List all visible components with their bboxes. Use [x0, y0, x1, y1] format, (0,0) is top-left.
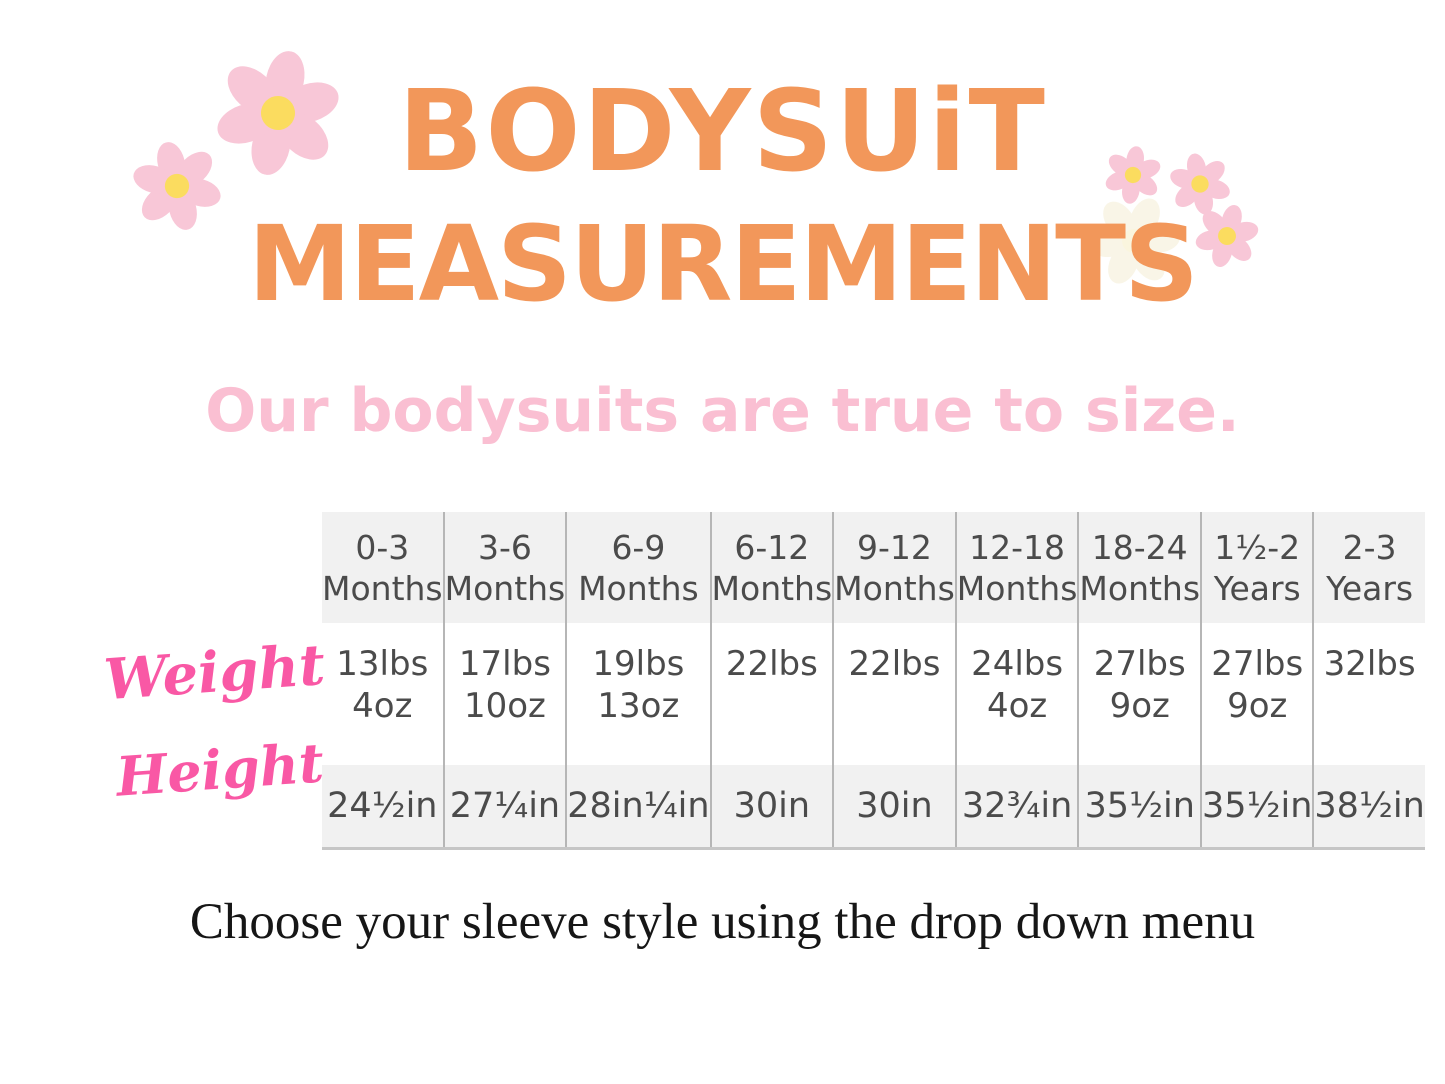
size-cell-weight: 13lbs 4oz: [336, 644, 429, 726]
size-cell-weight: 32lbs: [1312, 623, 1425, 765]
size-col-header: 18-24 Months: [1077, 512, 1202, 623]
size-col-header: 2-3 Years: [1312, 512, 1425, 623]
pink-daisy-flower-icon: [1105, 146, 1161, 204]
size-cell-height: 28in¼in: [565, 765, 711, 849]
subtitle: Our bodysuits are true to size.: [205, 376, 1240, 446]
size-col-header: 12-18 Months: [954, 512, 1079, 623]
size-cell-weight: 27lbs 9oz: [1077, 623, 1202, 765]
size-col-header: 3-6 Months: [442, 512, 567, 623]
size-cell-height: 24½in: [322, 765, 444, 849]
size-col-header: 6-12 Months: [709, 512, 834, 623]
page-title-line2: MEASUREMENTS: [248, 203, 1199, 325]
size-table: 0-3 Months 3-6 Months 6-9 Months 6-12 Month…: [322, 512, 1425, 850]
size-cell-height: 35½in: [1200, 765, 1314, 849]
size-cell-weight: 22lbs: [832, 623, 956, 765]
size-cell-height: 38½in: [1312, 765, 1425, 849]
weight-row-label: Weight: [101, 631, 327, 714]
size-cell-height: 27¼in: [442, 765, 567, 849]
size-cell-weight: 17lbs 10oz: [442, 623, 567, 765]
pink-daisy-flower-icon: [1195, 204, 1259, 268]
size-cell-height: 30in: [709, 765, 834, 849]
footer-note: Choose your sleeve style using the drop …: [189, 894, 1256, 950]
size-col-header: 9-12 Months: [832, 512, 956, 623]
size-col-header: 0-3 Months: [322, 512, 444, 623]
page-title-line1: BODYSUiT: [398, 67, 1047, 197]
size-cell-height: 35½in: [1077, 765, 1202, 849]
pink-daisy-flower-icon: [217, 51, 339, 175]
size-col-header: 1½-2 Years: [1200, 512, 1314, 623]
size-cell-weight: 19lbs 13oz: [565, 623, 711, 765]
size-cell-height: 30in: [832, 765, 956, 849]
pink-daisy-flower-icon: [1170, 153, 1230, 215]
size-col-header: 6-9 Months: [565, 512, 711, 623]
size-cell-weight: 22lbs: [709, 623, 834, 765]
pink-daisy-flower-icon: [133, 142, 221, 230]
size-cell-weight: 24lbs 4oz: [954, 623, 1079, 765]
height-row-label: Height: [114, 730, 326, 809]
cream-daisy-flower-icon: [1088, 198, 1180, 284]
size-cell-weight: 27lbs 9oz: [1200, 623, 1314, 765]
size-cell-height: 32¾in: [954, 765, 1079, 849]
